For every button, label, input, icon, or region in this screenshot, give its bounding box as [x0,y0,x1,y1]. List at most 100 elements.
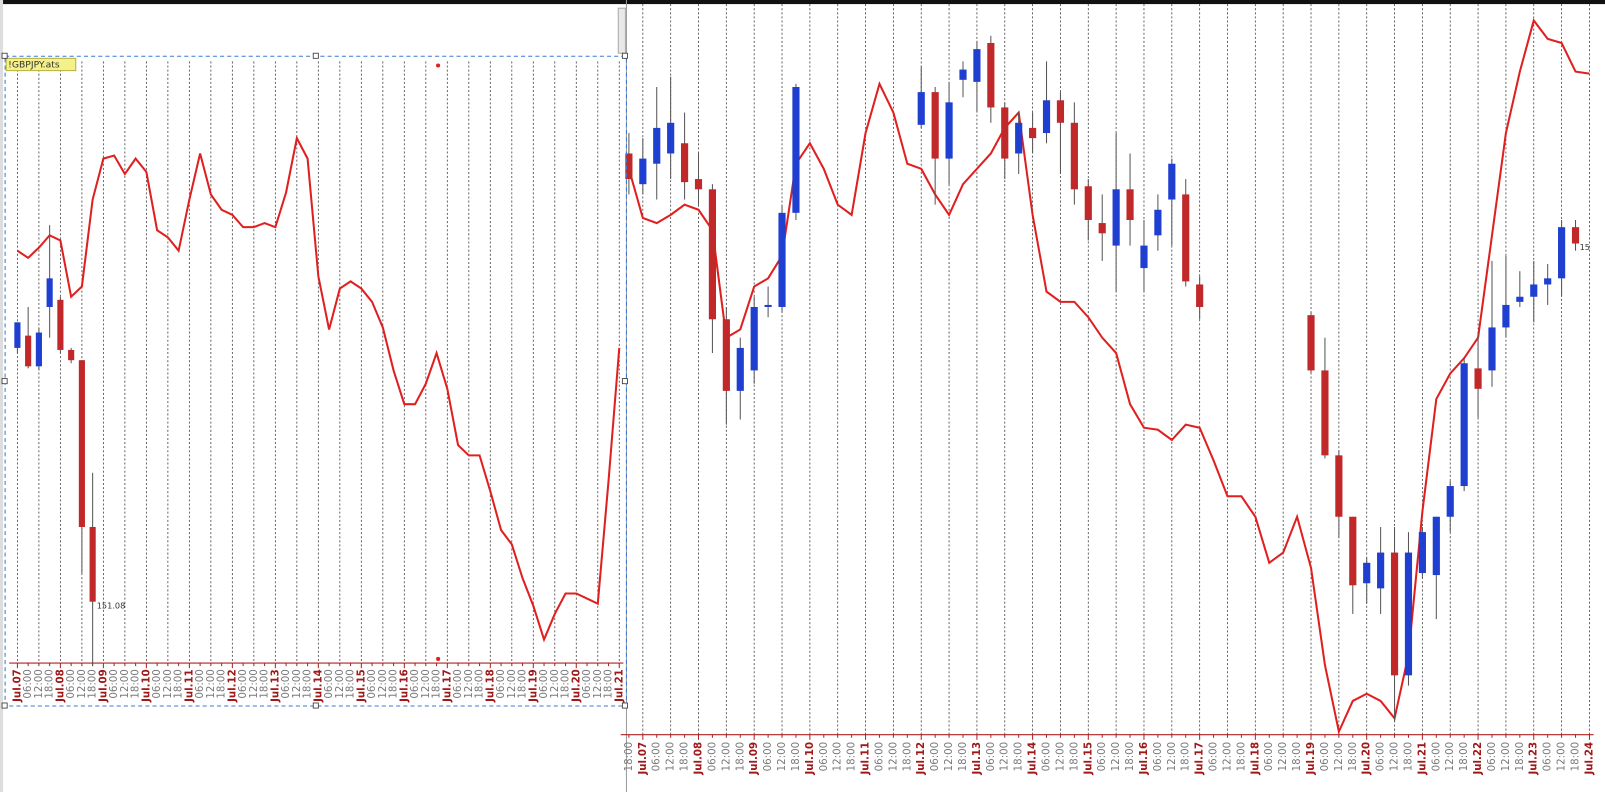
candle-body [1056,100,1065,123]
x-tick-label: 12:00 [507,669,518,698]
candle-body [78,360,85,527]
x-tick-label: 18:00 [902,742,913,771]
x-tick-label: Jul.16 [399,669,410,703]
x-tick-label: 12:00 [1111,742,1122,771]
x-tick-label: 12:00 [335,669,346,698]
x-tick-label: 12:00 [1445,742,1456,771]
x-tick-label: Jul.20 [1362,742,1373,776]
x-tick-label: 06:00 [819,742,830,771]
x-tick-label: 18:00 [1403,742,1414,771]
x-tick-label: Jul.16 [1139,742,1150,776]
handle[interactable] [1,378,8,385]
candle-body [1502,304,1510,328]
x-tick-label: Jul.08 [694,742,705,776]
x-tick-label: 18:00 [432,669,443,698]
candle-body [722,319,730,391]
handle[interactable] [621,378,628,385]
top-bar [0,0,1605,5]
x-tick-label: 18:00 [346,669,357,698]
x-tick-label: 06:00 [238,669,249,698]
x-tick-label: 12:00 [421,669,432,698]
x-tick-label: 06:00 [707,742,718,771]
last-price-label: 15 [1580,242,1590,252]
candle-body [1321,370,1329,456]
x-tick-label: 06:00 [1487,742,1498,771]
x-tick-label: 06:00 [652,742,663,771]
x-tick-label: 18:00 [735,742,746,771]
x-tick-label: 18:00 [45,669,56,698]
x-tick-label: Jul.22 [1473,742,1484,776]
x-tick-label: Jul.07 [12,669,23,703]
candle-body [1001,107,1009,159]
left-chart: Jul.07 06:00 12:00 18:00 Jul.08 06:00 12:00 18:… [5,57,625,703]
x-tick-label: 12:00 [1390,742,1401,771]
candle-body [708,189,717,320]
x-tick-label: 12:00 [120,669,131,698]
candle-body [1168,163,1176,200]
candle-body [667,122,675,154]
candle-body [917,92,925,125]
x-tick-label: 06:00 [1320,742,1331,771]
candle-body [1098,223,1106,234]
candle-body [1084,186,1092,220]
x-tick-label: 06:00 [410,669,421,698]
candle-body [959,69,967,80]
x-tick-label: 18:00 [791,742,802,771]
candle-body [1070,122,1078,190]
handle[interactable] [621,52,628,59]
candle-body [1196,284,1204,307]
candle-body [1432,516,1440,576]
x-tick-label: 12:00 [1222,742,1233,771]
candle-body [945,102,953,159]
handle[interactable] [312,52,319,59]
marker [436,656,441,662]
handle[interactable] [312,702,319,709]
x-tick-label: 12:00 [777,742,788,771]
candle-body [680,143,689,183]
x-tick-label: 18:00 [680,742,691,771]
x-tick-label: 18:00 [217,669,228,698]
x-tick-label: 12:00 [721,742,732,771]
symbol-tag: !GBPJPY.ats [8,59,60,70]
handle[interactable] [1,52,8,59]
x-tick-label: 18:00 [1181,742,1192,771]
candle-body [35,332,42,367]
candle-body [1112,189,1120,246]
candle-body [1544,278,1552,285]
candle-body [14,322,21,348]
x-tick-label: 06:00 [109,669,120,698]
x-tick-label: 06:00 [874,742,885,771]
scrollbar[interactable] [617,7,626,54]
x-tick-label: 06:00 [281,669,292,698]
x-tick-label: Jul.12 [916,742,927,776]
x-tick-label: 18:00 [518,669,529,698]
x-tick-label: 06:00 [1431,742,1442,771]
overlay-line [16,135,621,643]
overlay-line [627,18,1590,735]
x-tick-label: Jul.19 [1306,742,1317,776]
x-tick-label: Jul.15 [356,669,367,703]
handle[interactable] [1,702,8,709]
handle[interactable] [621,702,628,709]
x-tick-label: 06:00 [1543,742,1554,771]
candle-body [764,304,772,307]
x-tick-label: 18:00 [1515,742,1526,771]
candle-body [89,526,96,602]
candle-body [639,158,647,185]
x-tick-label: 18:00 [131,669,142,698]
candle-body [1140,245,1148,269]
x-tick-label: Jul.10 [805,742,816,776]
marker [436,63,441,68]
right-chart: 18:00 Jul.07 06:00 12:00 18:00 Jul.08 06:00 12:… [620,4,1595,776]
x-tick-label: Jul.20 [571,669,582,703]
candle-body [1182,194,1190,282]
x-tick-label: 18:00 [561,669,572,698]
x-tick-label: 12:00 [464,669,475,698]
candle-body [778,212,786,307]
x-tick-label: 12:00 [249,669,260,698]
x-tick-label: Jul.09 [98,669,109,703]
x-tick-label: 06:00 [582,669,593,698]
x-tick-label: Jul.17 [442,669,453,703]
x-tick-label: 12:00 [206,669,217,698]
